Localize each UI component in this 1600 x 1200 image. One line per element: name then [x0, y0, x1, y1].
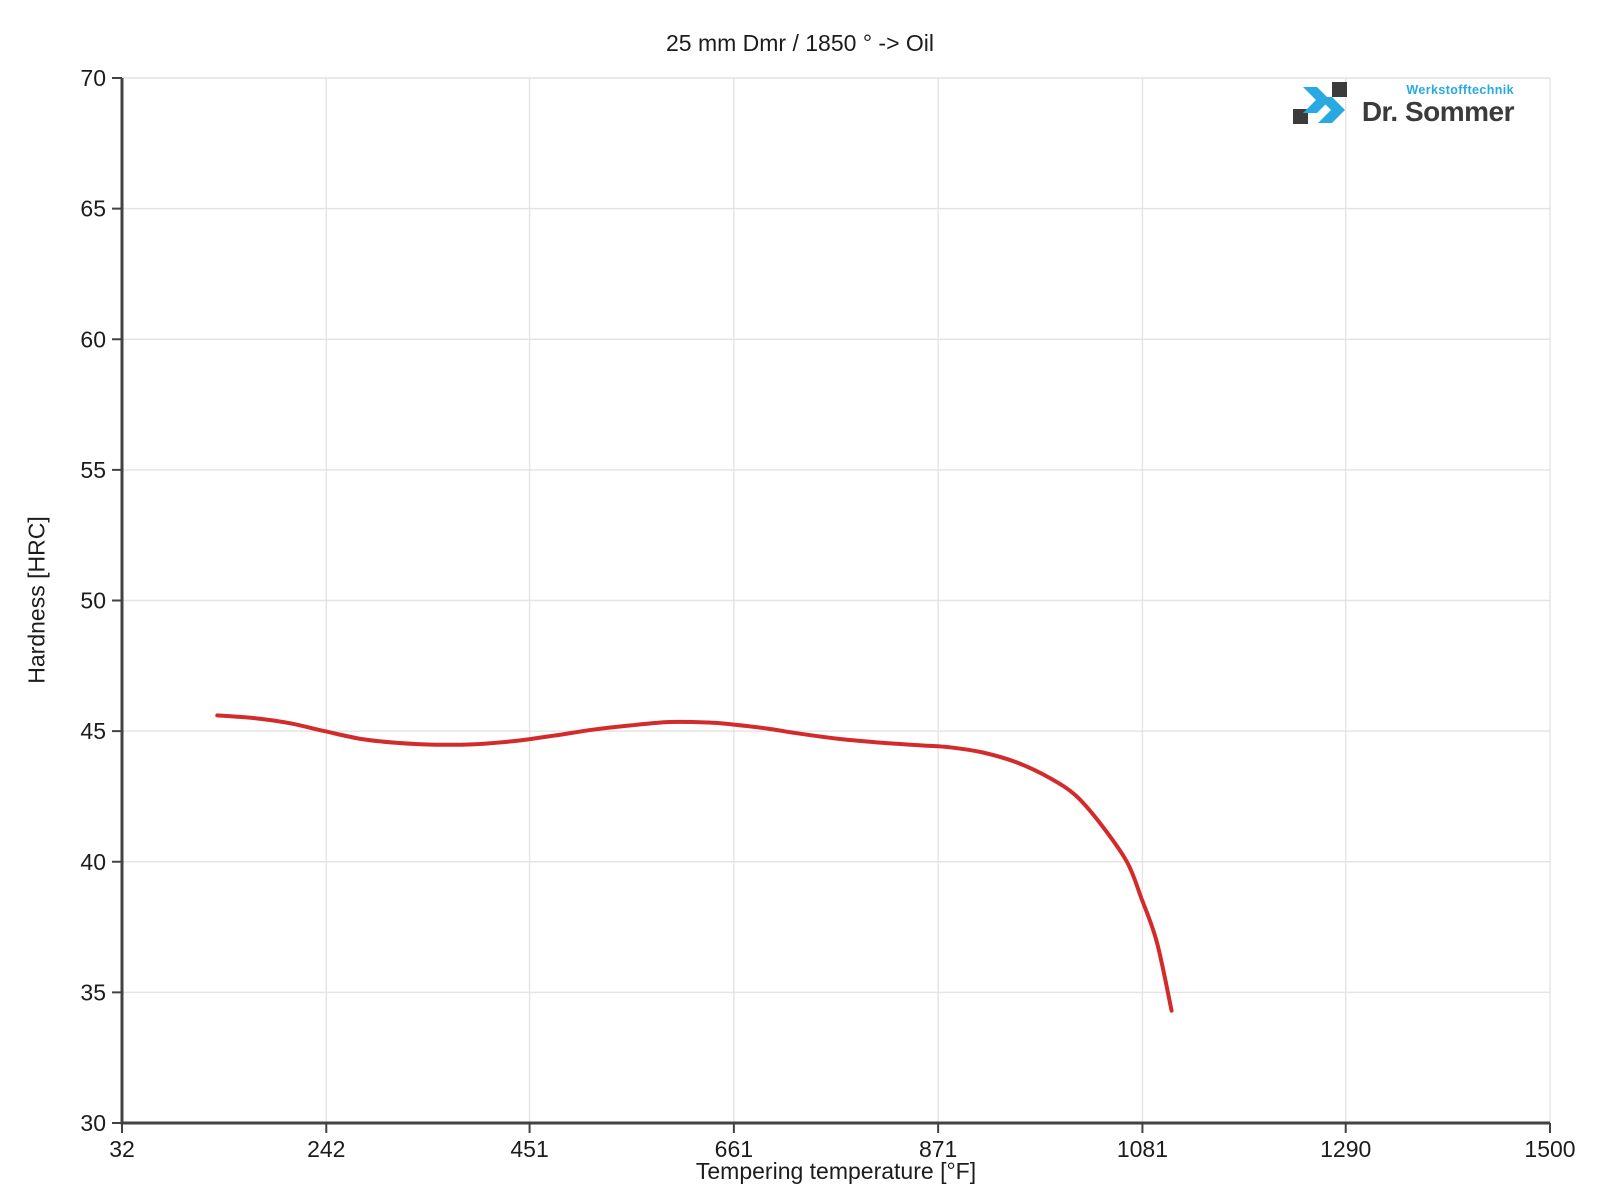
logo-chevron-upper: [1302, 87, 1330, 113]
x-tick-label: 871: [919, 1136, 957, 1162]
brand-name: Dr. Sommer: [1361, 96, 1515, 128]
x-tick-label: 1081: [1117, 1136, 1168, 1162]
x-tick-label: 242: [307, 1136, 345, 1162]
logo-square-top: [1331, 82, 1347, 97]
y-tick-label: 50: [80, 588, 106, 614]
logo-chevron-lower: [1317, 97, 1345, 123]
brand-logo-icon: [1292, 82, 1347, 124]
chart-title: 25 mm Dmr / 1850 ° -> Oil: [665, 30, 934, 56]
x-axis-title: Tempering temperature [°F]: [695, 1158, 977, 1184]
y-tick-label: 35: [80, 979, 106, 1005]
x-tick-label: 661: [715, 1136, 753, 1162]
y-tick-label: 55: [80, 457, 106, 483]
y-tick-label: 40: [80, 849, 106, 875]
hardness-curve: [215, 713, 1174, 1013]
x-tick-label: 451: [510, 1136, 548, 1162]
x-tick-label: 32: [109, 1136, 135, 1162]
x-tick-label: 1500: [1524, 1136, 1575, 1162]
y-tick-label: 30: [80, 1110, 106, 1136]
brand-tagline: Werkstofftechnik: [1406, 82, 1514, 97]
y-tick-label: 45: [80, 718, 106, 744]
x-tick-label: 1290: [1320, 1136, 1371, 1162]
brand-logo-text: Werkstofftechnik Dr. Sommer: [1361, 82, 1515, 128]
y-tick-label: 60: [80, 326, 106, 352]
brand-logo: Werkstofftechnik Dr. Sommer: [1291, 80, 1515, 130]
y-tick-label: 70: [80, 65, 106, 91]
y-axis-title: Hardness [HRC]: [23, 516, 50, 684]
y-tick-label: 65: [80, 196, 106, 222]
